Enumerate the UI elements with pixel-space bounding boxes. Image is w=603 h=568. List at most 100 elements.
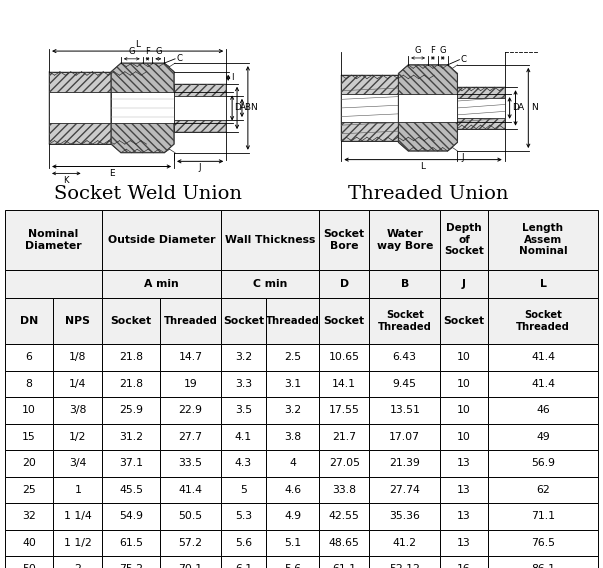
Text: C: C — [461, 55, 466, 64]
Bar — [102, 397, 160, 424]
Text: 48.65: 48.65 — [329, 538, 359, 548]
Text: 46: 46 — [536, 406, 550, 415]
Bar — [54, 450, 102, 477]
Bar — [488, 556, 598, 568]
Text: Socket: Socket — [324, 316, 365, 326]
Bar — [320, 450, 369, 477]
Bar — [102, 344, 160, 370]
Text: 4: 4 — [289, 458, 296, 469]
Bar — [440, 530, 488, 556]
Bar — [320, 477, 369, 503]
Text: J: J — [461, 153, 464, 162]
Bar — [54, 530, 102, 556]
Text: G: G — [128, 47, 135, 56]
Text: Length
Assem
Nominal: Length Assem Nominal — [519, 223, 567, 256]
Text: A min: A min — [144, 279, 179, 289]
Bar — [221, 370, 266, 397]
Text: 25.9: 25.9 — [119, 406, 143, 415]
Text: 5.3: 5.3 — [235, 511, 252, 521]
Bar — [221, 450, 266, 477]
Text: 13: 13 — [457, 485, 471, 495]
Text: Socket Weld Union: Socket Weld Union — [54, 186, 242, 203]
Text: D: D — [512, 103, 519, 112]
Polygon shape — [341, 75, 433, 141]
Text: 50: 50 — [22, 565, 36, 568]
Text: 45.5: 45.5 — [119, 485, 143, 495]
Text: 17.55: 17.55 — [329, 406, 359, 415]
Text: G: G — [415, 47, 421, 56]
Text: 71.1: 71.1 — [531, 511, 555, 521]
Bar — [160, 477, 221, 503]
Bar — [458, 98, 505, 118]
Text: 27.7: 27.7 — [178, 432, 203, 442]
Text: 21.8: 21.8 — [119, 352, 143, 362]
Bar — [266, 556, 320, 568]
Text: 1 1/4: 1 1/4 — [64, 511, 92, 521]
Text: 49: 49 — [536, 432, 550, 442]
Bar — [174, 96, 226, 120]
Text: 14.1: 14.1 — [332, 379, 356, 389]
Text: 3.3: 3.3 — [235, 379, 252, 389]
Bar — [440, 477, 488, 503]
Text: 3/8: 3/8 — [69, 406, 86, 415]
Text: 33.8: 33.8 — [332, 485, 356, 495]
Bar — [160, 370, 221, 397]
Text: 4.6: 4.6 — [284, 485, 301, 495]
Bar — [160, 344, 221, 370]
Bar — [440, 397, 488, 424]
Text: 42.55: 42.55 — [329, 511, 359, 521]
Text: 19: 19 — [184, 379, 197, 389]
Text: 61.1: 61.1 — [332, 565, 356, 568]
Text: B: B — [244, 103, 250, 112]
Text: 5.1: 5.1 — [284, 538, 301, 548]
Bar — [320, 270, 369, 298]
Text: C min: C min — [253, 279, 287, 289]
Bar — [160, 298, 221, 344]
Text: 4.9: 4.9 — [284, 511, 301, 521]
Bar — [160, 556, 221, 568]
Bar — [54, 503, 102, 530]
Bar — [440, 344, 488, 370]
Text: 4.1: 4.1 — [235, 432, 252, 442]
Text: L: L — [135, 40, 140, 49]
Bar — [266, 370, 320, 397]
Text: N: N — [531, 103, 537, 112]
Bar — [5, 556, 54, 568]
Bar — [266, 298, 320, 344]
Text: 33.5: 33.5 — [178, 458, 203, 469]
Bar — [341, 94, 433, 122]
Bar — [111, 93, 174, 123]
Bar — [440, 210, 488, 270]
Text: 10: 10 — [457, 406, 471, 415]
Bar — [54, 424, 102, 450]
Text: 6.1: 6.1 — [235, 565, 252, 568]
Text: 50.5: 50.5 — [178, 511, 203, 521]
Text: F: F — [431, 47, 435, 56]
Text: Socket: Socket — [444, 316, 485, 326]
Bar — [369, 477, 440, 503]
Bar — [488, 270, 598, 298]
Text: Socket: Socket — [110, 316, 152, 326]
Text: 75.2: 75.2 — [119, 565, 143, 568]
Text: 61.5: 61.5 — [119, 538, 143, 548]
Polygon shape — [458, 87, 505, 128]
Bar — [102, 210, 221, 270]
Bar — [320, 298, 369, 344]
Text: 8: 8 — [26, 379, 33, 389]
Bar — [488, 210, 598, 270]
Bar — [320, 210, 369, 270]
Bar — [5, 530, 54, 556]
Text: 3.2: 3.2 — [235, 352, 252, 362]
Bar — [160, 424, 221, 450]
Text: 2: 2 — [74, 565, 81, 568]
Bar — [160, 530, 221, 556]
Text: E: E — [109, 169, 115, 178]
Bar — [440, 503, 488, 530]
Bar — [5, 210, 102, 270]
Bar — [54, 556, 102, 568]
Bar — [221, 397, 266, 424]
Text: 86.1: 86.1 — [531, 565, 555, 568]
Text: 16: 16 — [457, 565, 471, 568]
Bar — [369, 270, 440, 298]
Bar — [5, 503, 54, 530]
